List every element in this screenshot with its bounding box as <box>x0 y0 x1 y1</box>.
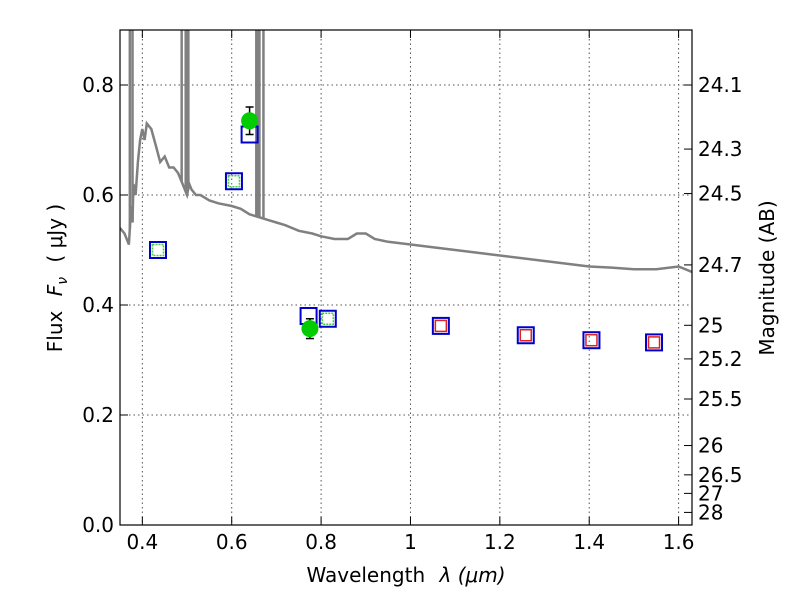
model-photometry-square <box>516 326 535 345</box>
model-photometry-square <box>318 309 337 328</box>
y-tick-label: 0.6 <box>82 183 114 207</box>
mag-tick-label: 24.5 <box>698 182 743 206</box>
model-photometry-square <box>148 241 167 259</box>
photometry-green-square <box>321 312 335 325</box>
y-tick-label: 0.2 <box>82 403 114 427</box>
mag-tick-label: 28 <box>698 500 723 524</box>
y-axis-label: Flux Fν ( μJy ) <box>43 204 72 352</box>
x-tick-label: 1.4 <box>573 530 605 554</box>
photometry-green-square <box>227 175 241 188</box>
x-tick-label: 1.6 <box>663 530 695 554</box>
x-tick-label: 1 <box>404 530 417 554</box>
photometry-red-square <box>434 319 448 333</box>
x-tick-label: 1.2 <box>484 530 516 554</box>
tick-layer: 0.4 0.6 0.8 1 1.2 1.4 1.6 0.0 0.2 0.4 0.6 0.8 24.1 24… <box>82 30 743 554</box>
x-axis-label: Wavelength λ (μm) <box>306 563 505 587</box>
model-photometry-square <box>224 172 243 191</box>
x-tick-label: 0.6 <box>216 530 248 554</box>
model-photometry-square <box>645 333 664 352</box>
mag-tick-label: 26 <box>698 434 723 458</box>
photometry-red-square <box>519 329 533 342</box>
x-tick-label: 0.4 <box>126 530 158 554</box>
mag-tick-label: 24.1 <box>698 73 743 97</box>
model-photometry-square <box>582 331 601 350</box>
y2-axis-label: Magnitude (AB) <box>755 200 779 355</box>
mag-tick-label: 27 <box>698 481 723 505</box>
mag-tick-label: 26.5 <box>698 463 743 487</box>
y-tick-label: 0.8 <box>82 73 114 97</box>
model-sed-layer <box>120 30 692 274</box>
plot-frame <box>119 29 693 526</box>
mag-tick-label: 24.3 <box>698 137 743 161</box>
model-photometry-square <box>431 316 450 335</box>
marker-layer <box>148 106 664 352</box>
y-tick-label: 0.4 <box>82 293 114 317</box>
y-tick-label: 0.0 <box>82 513 114 537</box>
x-tick-label: 0.8 <box>305 530 337 554</box>
mag-tick-label: 24.7 <box>698 253 743 277</box>
model-sed-line <box>120 120 692 274</box>
photometry-green-square <box>151 243 165 257</box>
mag-tick-label: 25.5 <box>698 387 743 411</box>
observed-point <box>241 112 259 130</box>
observed-point <box>301 320 319 338</box>
grid <box>120 30 692 526</box>
mag-tick-label: 25 <box>698 313 723 337</box>
photometry-red-square <box>647 336 661 349</box>
mag-tick-label: 25.2 <box>698 347 743 371</box>
photometry-red-square <box>585 333 598 347</box>
